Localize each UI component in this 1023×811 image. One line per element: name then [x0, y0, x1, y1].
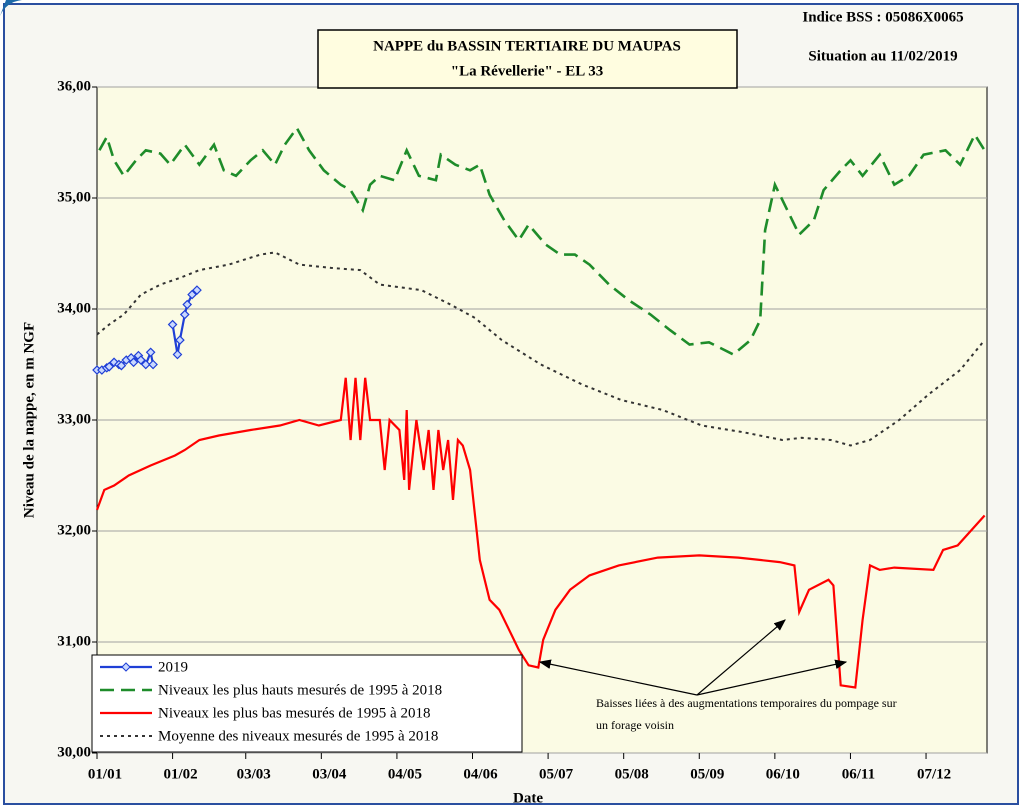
header-text: Indice BSS : 05086X0065	[802, 9, 963, 25]
title-box	[317, 29, 738, 89]
arrow	[696, 659, 848, 696]
arrow	[538, 659, 698, 696]
data-point	[179, 309, 190, 320]
data-point	[175, 335, 185, 345]
x-tick-label: 03/04	[312, 766, 347, 782]
annotation-arrows	[538, 619, 848, 696]
x-tick-label: 01/01	[88, 766, 122, 782]
x-tick-label: 06/11	[842, 766, 875, 782]
legend-label: Niveaux les plus hauts mesurés de 1995 à…	[158, 682, 442, 698]
annotation: un forage voisin	[596, 718, 674, 732]
y-tick-label: 34,00	[57, 300, 91, 316]
x-tick-label: 01/02	[164, 766, 198, 782]
header-text: Situation au 11/02/2019	[808, 48, 957, 64]
x-tick-label: 04/06	[463, 766, 498, 782]
y-tick-label: 30,00	[57, 744, 91, 760]
y-tick-label: 32,00	[57, 522, 91, 538]
data-point	[187, 289, 197, 300]
data-point	[148, 359, 158, 370]
legend-label: Moyenne des niveaux mesurés de 1995 à 20…	[158, 728, 438, 744]
series-line	[96, 251, 986, 447]
chart-subtitle: "La Révellerie" - EL 33	[451, 63, 603, 79]
y-tick-label: 35,00	[57, 189, 91, 205]
logo	[0, 0, 22, 16]
data-point	[116, 360, 127, 371]
y-tick-label: 31,00	[57, 633, 91, 649]
legend	[91, 654, 523, 753]
series-line	[98, 125, 986, 357]
legend-label: 2019	[158, 659, 188, 675]
chart-title: NAPPE du BASSIN TERTIAIRE DU MAUPAS	[373, 38, 681, 54]
data-point	[167, 319, 178, 330]
legend-marker	[121, 662, 131, 672]
series-line	[95, 377, 986, 689]
data-point	[182, 299, 193, 310]
arrow	[696, 619, 786, 696]
data-point	[140, 359, 151, 370]
x-tick-label: 06/10	[766, 766, 800, 782]
annotation: Baisses liées à des augmentations tempor…	[596, 696, 897, 710]
y-tick-label: 36,00	[57, 78, 91, 94]
y-axis-label: Niveau de la nappe, en m NGF	[21, 322, 37, 518]
x-tick-label: 07/12	[917, 766, 951, 782]
x-tick-label: 05/09	[690, 766, 724, 782]
x-tick-label: 05/08	[615, 766, 649, 782]
x-tick-label: 03/03	[237, 766, 271, 782]
data-point	[104, 361, 115, 372]
data-point	[136, 355, 146, 365]
data-point	[192, 285, 202, 295]
y-tick-label: 33,00	[57, 411, 91, 427]
data-point	[128, 357, 139, 368]
x-tick-label: 05/07	[539, 766, 574, 782]
x-axis-label: Date	[513, 790, 543, 806]
legend-label: Niveaux les plus bas mesurés de 1995 à 2…	[158, 705, 430, 721]
data-point	[172, 349, 183, 360]
x-tick-label: 04/05	[388, 766, 422, 782]
data-point	[145, 347, 156, 358]
